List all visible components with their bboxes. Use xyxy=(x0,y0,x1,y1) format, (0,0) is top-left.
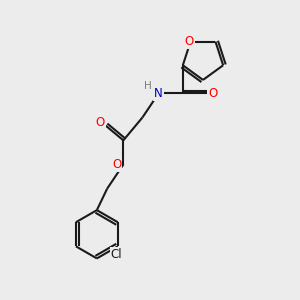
Text: H: H xyxy=(144,81,152,91)
Text: O: O xyxy=(184,35,194,48)
Text: O: O xyxy=(209,87,218,100)
Text: N: N xyxy=(154,87,163,100)
Text: O: O xyxy=(112,158,122,171)
Text: Cl: Cl xyxy=(110,248,122,261)
Text: O: O xyxy=(96,116,105,129)
